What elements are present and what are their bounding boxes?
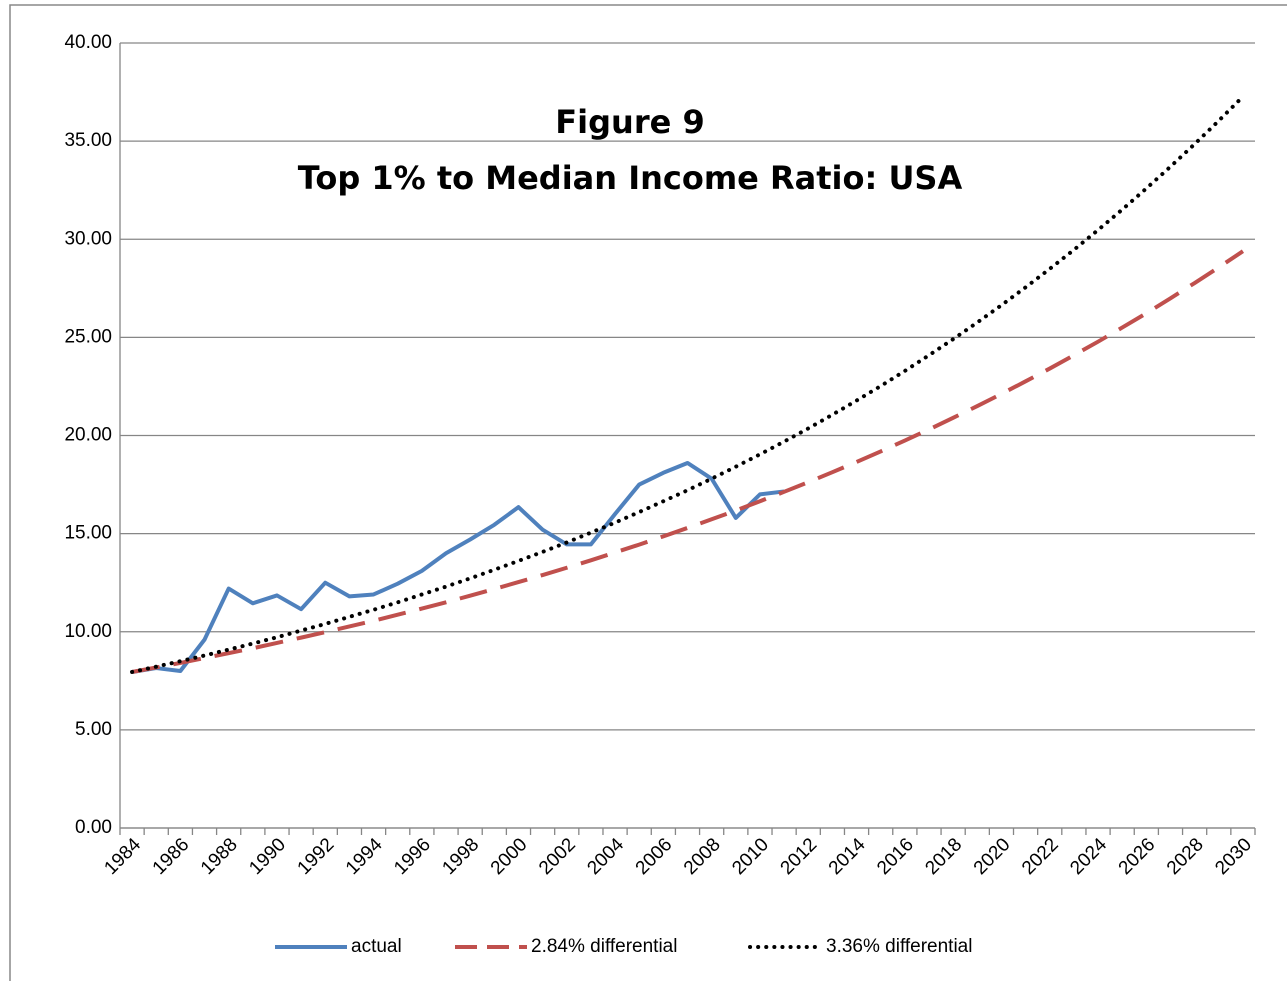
- x-tick-label: 1988: [197, 834, 242, 879]
- x-tick-label: 2026: [1115, 834, 1160, 879]
- x-tick-label: 2010: [728, 834, 773, 879]
- x-tick-label: 2002: [535, 834, 580, 879]
- chart-border: [9, 4, 1287, 981]
- y-tick-label: 5.00: [75, 719, 112, 740]
- legend-label: actual: [351, 936, 402, 957]
- series-line: [131, 249, 1245, 674]
- y-tick-label: 15.00: [64, 523, 112, 544]
- y-tick-label: 30.00: [64, 228, 112, 249]
- x-tick-label: 2012: [777, 834, 822, 879]
- series-line: [130, 94, 1245, 674]
- x-tick-label: 2022: [1018, 834, 1063, 879]
- y-tick-label: 40.00: [64, 32, 112, 53]
- y-tick-label: 20.00: [64, 425, 112, 446]
- x-tick-label: 1990: [245, 834, 290, 879]
- legend-label: 2.84% differential: [531, 936, 677, 957]
- y-tick-label: 35.00: [64, 130, 112, 151]
- x-tick-label: 1992: [294, 834, 339, 879]
- x-tick-label: 2018: [921, 834, 966, 879]
- chart-title: Figure 9: [555, 103, 704, 141]
- x-tick-label: 2000: [487, 834, 532, 879]
- series-line: [131, 460, 785, 674]
- x-tick-label: 2030: [1211, 834, 1256, 879]
- y-tick-label: 10.00: [64, 621, 112, 642]
- x-tick-label: 2024: [1066, 834, 1111, 879]
- x-tick-label: 1994: [342, 834, 387, 879]
- x-tick-label: 2006: [632, 834, 677, 879]
- x-tick-label: 2016: [873, 834, 918, 879]
- legend-label: 3.36% differential: [826, 936, 972, 957]
- x-tick-label: 1984: [100, 834, 145, 879]
- x-tick-label: 2028: [1163, 834, 1208, 879]
- y-tick-label: 25.00: [64, 326, 112, 347]
- x-tick-label: 1998: [438, 834, 483, 879]
- x-tick-label: 2008: [680, 834, 725, 879]
- x-tick-label: 1996: [390, 834, 435, 879]
- chart-subtitle: Top 1% to Median Income Ratio: USA: [298, 159, 963, 197]
- x-tick-label: 2004: [583, 834, 628, 879]
- x-tick-label: 1986: [149, 834, 194, 879]
- y-tick-label: 0.00: [75, 817, 112, 838]
- x-tick-label: 2014: [825, 834, 870, 879]
- x-tick-label: 2020: [970, 834, 1015, 879]
